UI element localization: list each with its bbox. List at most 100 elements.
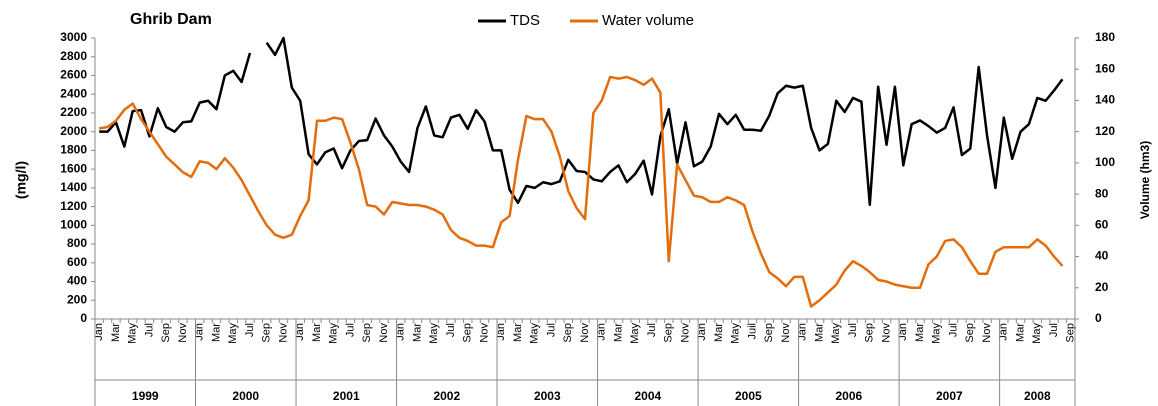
- x-tick-label: Sep: [462, 323, 474, 343]
- y-tick-label: 2600: [60, 68, 87, 82]
- x-tick-label: Sep: [864, 323, 876, 343]
- y2-axis-label: Volume (hm3): [1138, 141, 1152, 219]
- x-tick-label: Sep: [763, 323, 775, 343]
- x-tick-label: Jan: [495, 323, 507, 341]
- x-tick-label: May: [227, 323, 239, 344]
- x-tick-label: Mar: [512, 323, 524, 342]
- x-tick-label: Jan: [696, 323, 708, 341]
- y2-tick-label: 40: [1095, 249, 1109, 263]
- x-tick-label: Jul: [344, 323, 356, 337]
- year-label: 2006: [835, 389, 862, 403]
- x-tick-label: Jul: [545, 323, 557, 337]
- year-label: 2005: [735, 389, 762, 403]
- x-tick-label: Jul: [1048, 323, 1060, 337]
- y-tick-label: 1200: [60, 199, 87, 213]
- x-tick-label: Mar: [713, 323, 725, 342]
- y2-tick-label: 160: [1095, 61, 1115, 75]
- x-tick-label: Nov: [277, 323, 289, 343]
- x-tick-label: Sep: [562, 323, 574, 343]
- y-tick-label: 1400: [60, 180, 87, 194]
- x-tick-label: May: [1031, 323, 1043, 344]
- x-tick-label: May: [428, 323, 440, 344]
- y-tick-label: 0: [80, 311, 87, 325]
- x-tick-label: Mar: [612, 323, 624, 342]
- y-tick-label: 1000: [60, 218, 87, 232]
- y2-tick-label: 140: [1095, 93, 1115, 107]
- x-tick-label: Sep: [261, 323, 273, 343]
- x-tick-label: Jul: [847, 323, 859, 337]
- x-tick-label: May: [127, 323, 139, 344]
- x-tick-label: Mar: [110, 323, 122, 342]
- x-tick-label: Sep: [663, 323, 675, 343]
- x-tick-label: Mar: [1014, 323, 1026, 342]
- year-label: 2002: [433, 389, 460, 403]
- x-tick-label: Nov: [981, 323, 993, 343]
- y2-tick-label: 180: [1095, 30, 1115, 44]
- x-tick-label: Nov: [478, 323, 490, 343]
- x-tick-label: Jan: [797, 323, 809, 341]
- x-tick-label: Mar: [813, 323, 825, 342]
- x-tick-label: Jul: [646, 323, 658, 337]
- y2-tick-label: 0: [1095, 311, 1102, 325]
- y2-tick-label: 80: [1095, 186, 1109, 200]
- y2-tick-label: 100: [1095, 155, 1115, 169]
- y2-tick-label: 20: [1095, 280, 1109, 294]
- x-tick-label: Jan: [998, 323, 1010, 341]
- x-tick-label: Juil: [746, 323, 758, 340]
- x-tick-label: Jul: [947, 323, 959, 337]
- x-tick-label: Jan: [93, 323, 105, 341]
- x-tick-label: Jan: [897, 323, 909, 341]
- x-tick-label: Jan: [395, 323, 407, 341]
- x-tick-label: Mar: [210, 323, 222, 342]
- x-tick-label: Sep: [361, 323, 373, 343]
- y-tick-label: 2200: [60, 105, 87, 119]
- y2-tick-label: 60: [1095, 218, 1109, 232]
- y-tick-label: 2800: [60, 49, 87, 63]
- year-label: 2007: [936, 389, 963, 403]
- y-tick-label: 600: [67, 255, 87, 269]
- x-tick-label: May: [931, 323, 943, 344]
- year-label: 2000: [232, 389, 259, 403]
- year-label: 2008: [1024, 389, 1051, 403]
- x-tick-label: Nov: [679, 323, 691, 343]
- y2-tick-label: 120: [1095, 124, 1115, 138]
- y-tick-label: 2000: [60, 124, 87, 138]
- x-tick-label: May: [730, 323, 742, 344]
- x-tick-label: Sep: [160, 323, 172, 343]
- x-tick-label: May: [328, 323, 340, 344]
- y-tick-label: 400: [67, 274, 87, 288]
- x-tick-label: Nov: [880, 323, 892, 343]
- x-tick-label: Jul: [244, 323, 256, 337]
- x-tick-label: Mar: [311, 323, 323, 342]
- x-tick-label: Jul: [143, 323, 155, 337]
- y-tick-label: 1600: [60, 161, 87, 175]
- y-tick-label: 3000: [60, 30, 87, 44]
- x-tick-label: Sep: [1065, 323, 1077, 343]
- x-tick-label: May: [830, 323, 842, 344]
- y-tick-label: 800: [67, 236, 87, 250]
- x-tick-label: Mar: [914, 323, 926, 342]
- x-tick-label: May: [629, 323, 641, 344]
- x-tick-label: Nov: [378, 323, 390, 343]
- x-tick-label: May: [529, 323, 541, 344]
- y-tick-label: 2400: [60, 86, 87, 100]
- year-label: 2003: [534, 389, 561, 403]
- y-axis-label: (mg/l): [13, 161, 29, 199]
- legend-label: TDS: [510, 12, 540, 29]
- y-tick-label: 200: [67, 292, 87, 306]
- chart-title: Ghrib Dam: [130, 11, 212, 28]
- year-label: 1999: [132, 389, 159, 403]
- y-tick-label: 1800: [60, 143, 87, 157]
- series-line: [99, 36, 1064, 206]
- x-tick-label: Sep: [964, 323, 976, 343]
- x-tick-label: Nov: [780, 323, 792, 343]
- x-tick-label: Jan: [294, 323, 306, 341]
- x-tick-label: Nov: [579, 323, 591, 343]
- x-tick-label: Jan: [194, 323, 206, 341]
- x-tick-label: Jan: [596, 323, 608, 341]
- series-line: [98, 75, 1064, 308]
- x-tick-label: Mar: [411, 323, 423, 342]
- year-label: 2004: [634, 389, 661, 403]
- x-tick-label: Nov: [177, 323, 189, 343]
